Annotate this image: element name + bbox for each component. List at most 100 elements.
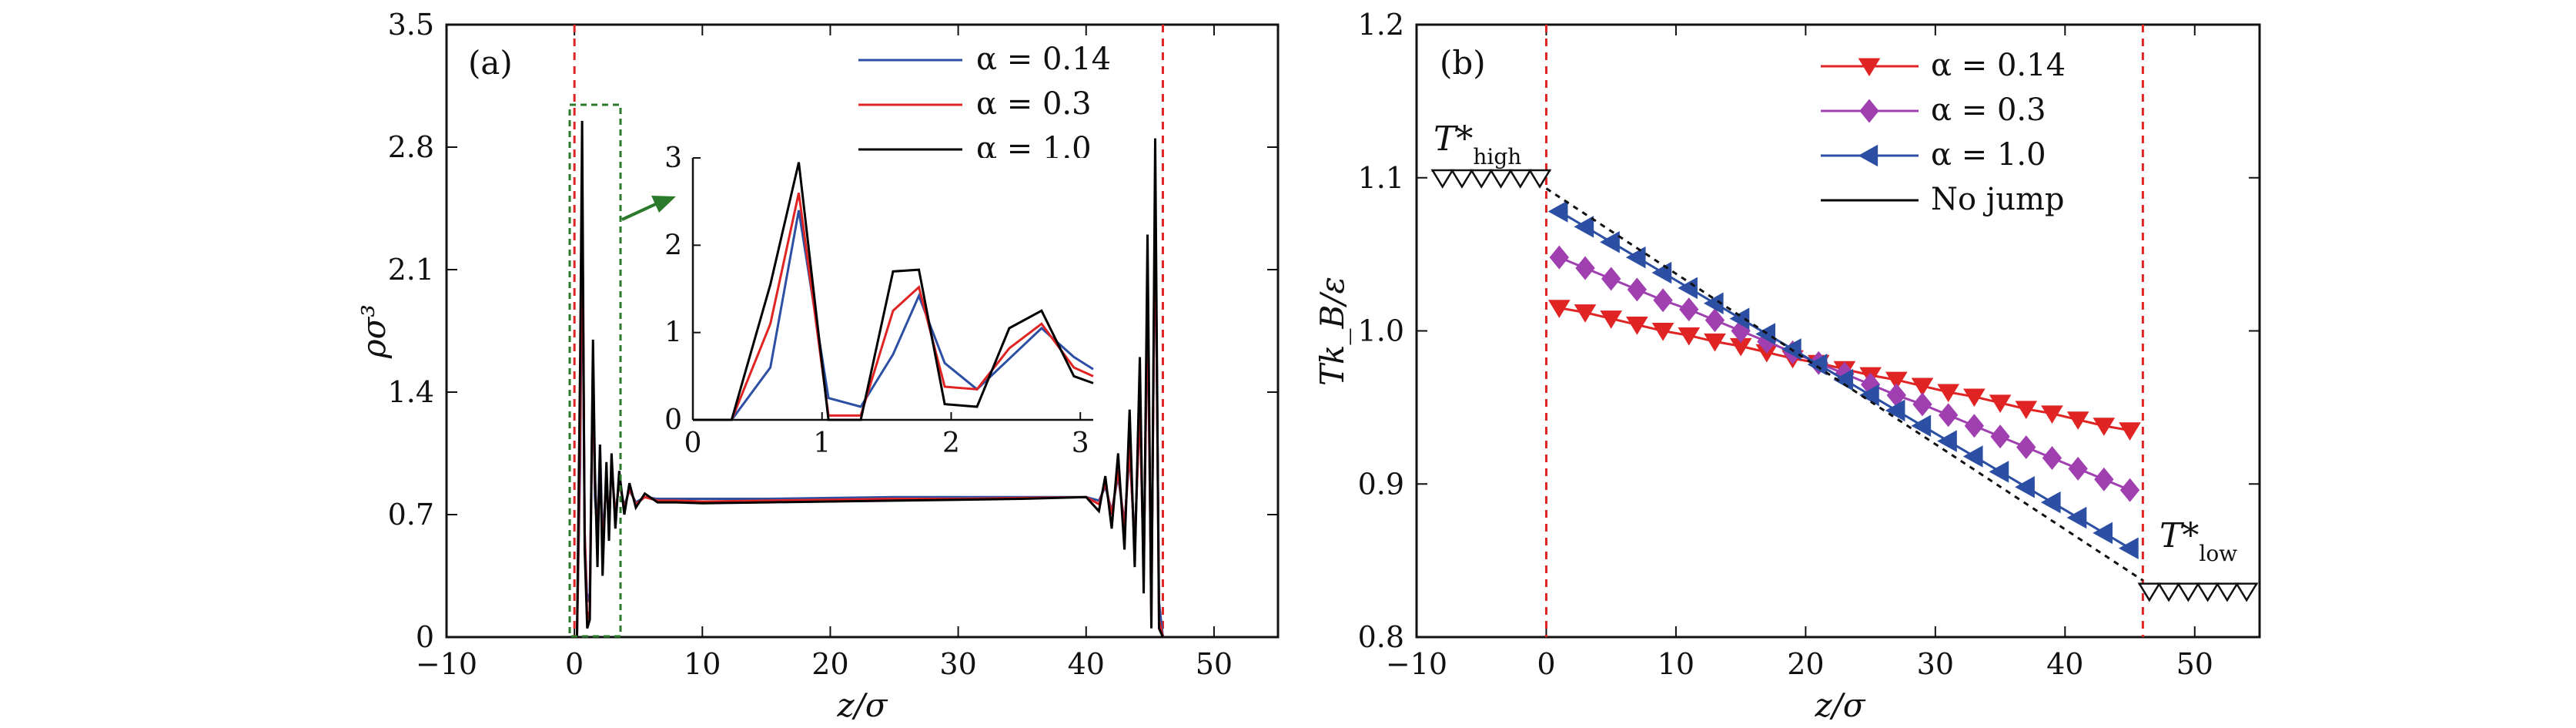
panel-a-legend: α = 0.14α = 0.3α = 1.0 xyxy=(858,42,1111,166)
data-point xyxy=(1547,300,1571,318)
data-point xyxy=(1937,384,1960,403)
data-point xyxy=(1704,333,1726,352)
panel-b-xlabel: z/σ xyxy=(1815,686,1866,724)
x-tick-label: 50 xyxy=(2176,647,2213,681)
data-point xyxy=(1912,392,1932,417)
reservoir-marker-hot xyxy=(1508,169,1532,189)
y-tick-label: 1.4 xyxy=(388,375,434,409)
x-tick-label: −10 xyxy=(416,647,477,681)
x-tick-label: 40 xyxy=(1068,647,1105,681)
x-tick-label: 30 xyxy=(939,647,976,681)
data-point xyxy=(1939,403,1959,428)
inset-x-tick-label: 0 xyxy=(684,428,702,459)
data-point xyxy=(1575,256,1595,280)
panel-a-xlabel: z/σ xyxy=(837,686,888,724)
data-point xyxy=(1729,307,1750,330)
data-point xyxy=(1651,323,1674,341)
data-point xyxy=(1963,388,1986,408)
data-point xyxy=(1705,308,1725,333)
y-tick-label: 0.8 xyxy=(1358,620,1404,654)
data-point xyxy=(1937,430,1957,452)
no-jump-line xyxy=(1545,187,2144,582)
reservoir-marker-hot xyxy=(1430,169,1454,189)
legend-marker xyxy=(1858,144,1878,167)
data-point xyxy=(1600,230,1620,253)
t-low-symbol: T* xyxy=(2159,516,2199,555)
reservoir-marker-hot xyxy=(1489,169,1513,189)
legend-marker xyxy=(1859,99,1879,123)
legend-label: α = 0.3 xyxy=(976,86,1092,122)
x-tick-label: 40 xyxy=(2046,647,2083,681)
panel-b-ylabel: Tk_B/ε xyxy=(1313,277,1351,386)
series-line xyxy=(571,120,1164,639)
x-tick-label: 10 xyxy=(1658,647,1694,681)
t-low-annotation: T*low xyxy=(2159,516,2237,566)
data-point xyxy=(2015,401,2038,420)
data-point xyxy=(2042,445,2062,470)
data-point xyxy=(1574,216,1594,238)
legend-label: α = 0.14 xyxy=(1931,48,2066,83)
data-point xyxy=(2015,475,2035,498)
inset-y-tick-label: 0 xyxy=(664,404,682,436)
inset-y-tick-label: 3 xyxy=(664,143,682,174)
data-point xyxy=(2066,506,2087,529)
data-point xyxy=(1625,246,1646,269)
y-tick-label: 2.8 xyxy=(388,130,434,164)
data-point xyxy=(2119,478,2140,502)
reservoir-marker-hot xyxy=(1527,169,1552,189)
data-point xyxy=(1678,327,1701,346)
panel-b-axes: −10 0 10 20 30 40 50 0.8 0.9 1.0 1.1 1.2 xyxy=(1358,8,2260,681)
data-point xyxy=(1601,267,1621,291)
reservoir-marker-cold xyxy=(2176,582,2200,602)
reservoir-marker-cold xyxy=(2234,582,2259,602)
data-point xyxy=(1626,317,1648,335)
data-point xyxy=(1678,277,1698,300)
data-point xyxy=(1962,445,1983,468)
data-point xyxy=(1911,414,1932,437)
data-point xyxy=(1600,310,1623,329)
x-tick-label: −10 xyxy=(1386,647,1447,681)
legend-marker xyxy=(1858,58,1881,77)
panel-a-label: (a) xyxy=(468,44,513,82)
data-point xyxy=(1653,288,1673,313)
t-low-sub: low xyxy=(2199,541,2237,566)
data-point xyxy=(2016,435,2036,460)
x-tick-label: 0 xyxy=(1537,647,1555,681)
panel-a-frame xyxy=(445,23,1280,639)
y-tick-label: 0.9 xyxy=(1358,467,1404,501)
panel-b: −10 0 10 20 30 40 50 0.8 0.9 1.0 1.1 1.2 (b) z/σ Tk… xyxy=(1313,8,2261,724)
svg-text:T*low: T*low xyxy=(2159,516,2237,566)
inset-series-line xyxy=(693,193,1094,421)
data-point xyxy=(2094,467,2114,491)
data-point xyxy=(1549,245,1569,270)
data-point xyxy=(1679,297,1699,322)
panel-b-label: (b) xyxy=(1440,44,1486,82)
inset-x-tick-label: 1 xyxy=(813,428,831,459)
panel-b-legend: α = 0.14 α = 0.3 α = 1.0 No jump xyxy=(1821,48,2066,217)
y-tick-label: 1.0 xyxy=(1358,314,1404,348)
data-point xyxy=(1574,304,1597,323)
data-point xyxy=(2066,411,2089,430)
reservoir-marker-cold xyxy=(2137,582,2162,602)
data-point xyxy=(2118,537,2139,559)
data-point xyxy=(1885,371,1908,391)
reservoir-marker-cold xyxy=(2196,582,2220,602)
y-tick-label: 0 xyxy=(416,620,434,654)
data-point xyxy=(1911,377,1934,397)
y-tick-label: 1.2 xyxy=(1358,8,1404,42)
panel-b-series xyxy=(1430,169,2259,602)
data-point xyxy=(1627,277,1648,302)
x-tick-label: 30 xyxy=(1917,647,1954,681)
data-point xyxy=(1859,384,1879,407)
y-tick-label: 2.1 xyxy=(388,253,434,287)
x-tick-label: 20 xyxy=(1787,647,1824,681)
legend-label: α = 0.14 xyxy=(976,42,1111,77)
inset-y-tick-label: 2 xyxy=(664,230,682,261)
data-point xyxy=(2040,491,2061,514)
inset-series-line xyxy=(693,162,1094,421)
legend-label: α = 0.3 xyxy=(1931,92,2046,128)
panel-a-ylabel: ρσ³ xyxy=(355,304,393,359)
